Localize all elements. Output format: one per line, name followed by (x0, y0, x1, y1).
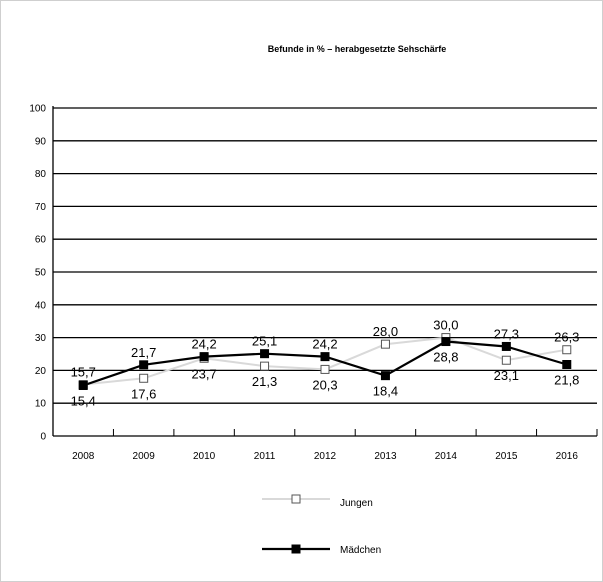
data-label-jungen-2010: 23,7 (191, 366, 216, 381)
y-tick-label-100: 100 (29, 104, 46, 115)
legend-marker-jungen (291, 494, 301, 504)
data-label-jungen-2011: 21,3 (252, 374, 277, 389)
chart-grid (53, 107, 597, 404)
marker-jungen-2011 (260, 361, 270, 371)
data-label-jungen-2014: 30,0 (433, 318, 458, 333)
data-label-maedchen-2008: 15,4 (71, 393, 96, 408)
data-label-jungen-2012: 20,3 (312, 377, 337, 392)
marker-maedchen-2015 (501, 341, 511, 351)
marker-jungen-2009 (139, 373, 149, 383)
data-label-maedchen-2014: 28,8 (433, 350, 458, 365)
x-tick-label-2015: 2015 (495, 451, 518, 462)
data-label-maedchen-2015: 27,3 (494, 326, 519, 341)
legend-marker-maedchen (291, 544, 301, 554)
data-label-maedchen-2013: 18,4 (373, 384, 398, 399)
marker-maedchen-2009 (139, 360, 149, 370)
chart-title: Befunde in % – herabgesetzte Sehschärfe (268, 44, 447, 54)
y-tick-label-0: 0 (40, 432, 46, 443)
data-label-jungen-2013: 28,0 (373, 324, 398, 339)
x-tick-label-2011: 2011 (254, 451, 276, 462)
data-label-maedchen-2009: 21,7 (131, 345, 156, 360)
marker-maedchen-2011 (260, 349, 270, 359)
marker-jungen-2012 (320, 364, 330, 374)
y-tick-label-30: 30 (35, 333, 47, 344)
data-label-jungen-2009: 17,6 (131, 386, 156, 401)
data-label-jungen-2016: 26,3 (554, 330, 579, 345)
marker-jungen-2016 (562, 345, 572, 355)
legend-label-jungen: Jungen (340, 498, 373, 509)
marker-jungen-2015 (501, 355, 511, 365)
x-tick-label-2008: 2008 (72, 451, 95, 462)
marker-maedchen-2012 (320, 352, 330, 362)
x-tick-label-2009: 2009 (133, 451, 156, 462)
x-tick-label-2012: 2012 (314, 451, 337, 462)
y-tick-label-90: 90 (35, 136, 47, 147)
data-label-jungen-2015: 23,1 (494, 368, 519, 383)
y-tick-label-50: 50 (35, 268, 47, 279)
y-tick-label-70: 70 (35, 202, 47, 213)
x-tick-label-2016: 2016 (556, 451, 579, 462)
y-tick-label-60: 60 (35, 235, 47, 246)
x-tick-label-2010: 2010 (193, 451, 216, 462)
y-tick-label-40: 40 (35, 300, 47, 311)
marker-maedchen-2014 (441, 337, 451, 347)
data-label-maedchen-2016: 21,8 (554, 372, 579, 387)
marker-maedchen-2016 (562, 359, 572, 369)
y-tick-label-10: 10 (35, 399, 47, 410)
marker-maedchen-2013 (380, 371, 390, 381)
marker-maedchen-2008 (78, 380, 88, 390)
data-labels: 15,7 15,4 17,6 21,7 23,7 24,2 21,3 25,1 20,3 24,2… (71, 318, 580, 409)
marker-maedchen-2010 (199, 352, 209, 362)
legend-label-maedchen: Mädchen (340, 545, 381, 556)
chart-axes: 0 10 20 30 40 50 60 70 80 90 100 2008 2009 2010 2011 20… (29, 104, 598, 462)
x-tick-label-2014: 2014 (435, 451, 458, 462)
y-tick-label-20: 20 (35, 366, 47, 377)
data-label-jungen-2008: 15,7 (71, 365, 96, 380)
data-label-maedchen-2011: 25,1 (252, 334, 277, 349)
x-tick-label-2013: 2013 (374, 451, 397, 462)
chart-legend: Jungen Mädchen (262, 494, 381, 556)
data-label-maedchen-2012: 24,2 (312, 337, 337, 352)
marker-jungen-2013 (380, 339, 390, 349)
y-tick-label-80: 80 (35, 169, 47, 180)
data-label-maedchen-2010: 24,2 (191, 337, 216, 352)
data-markers (78, 333, 572, 390)
